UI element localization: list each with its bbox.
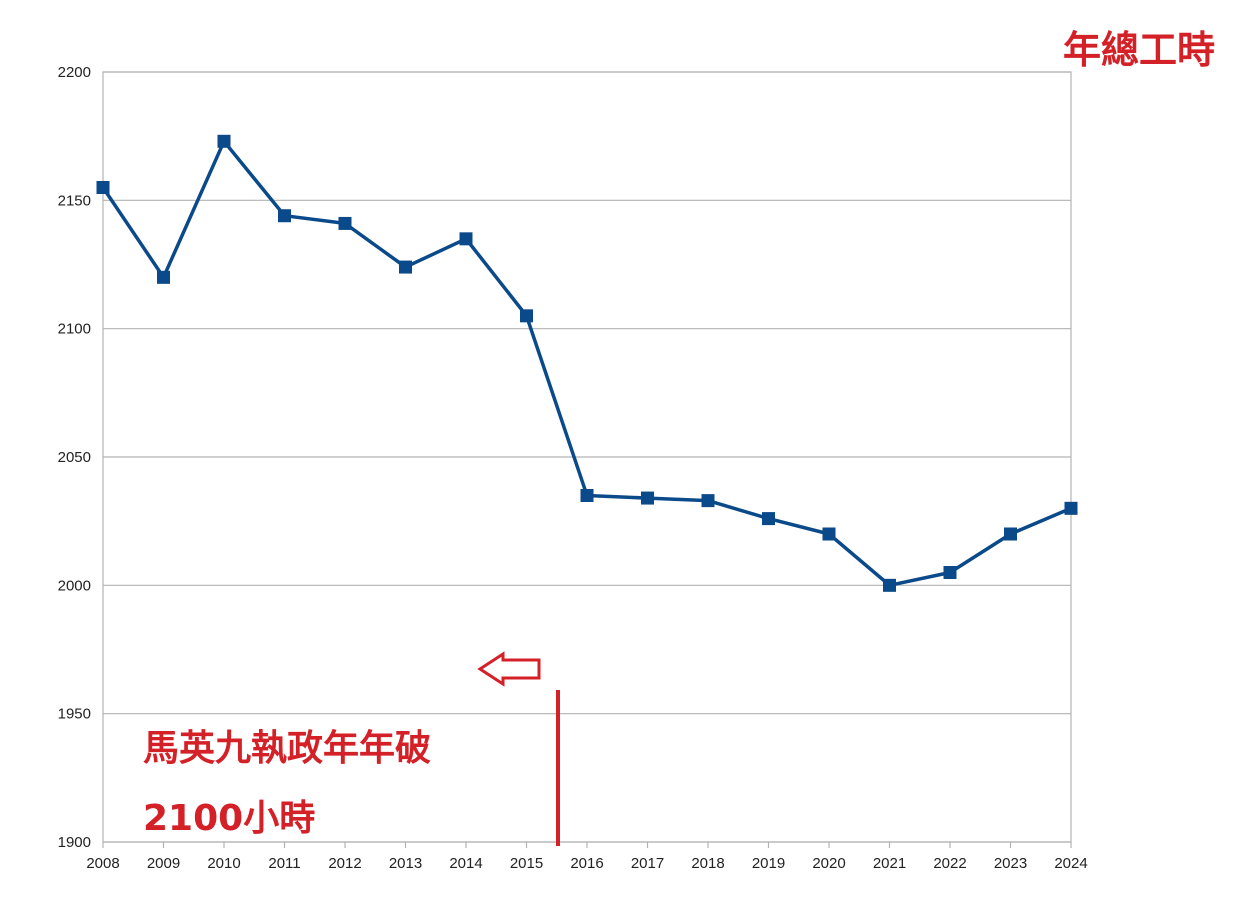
x-tick-label: 2010 (207, 855, 240, 872)
y-axis-tick-labels: 1900 1950 2000 2050 2100 2150 2200 (58, 64, 91, 851)
data-point-2020 (822, 527, 836, 541)
data-point-2015 (520, 309, 533, 323)
x-tick-label: 2008 (86, 855, 119, 872)
series-line (101, 139, 1072, 588)
x-tick-label: 2011 (268, 855, 300, 872)
y-tick-label: 2200 (58, 64, 91, 81)
data-point-2019 (762, 512, 775, 526)
x-tick-label: 2021 (873, 855, 906, 872)
chart-title: 年總工時 (1063, 28, 1215, 72)
data-point-2021 (883, 578, 896, 592)
y-tick-label: 2000 (58, 577, 91, 594)
y-tick-label: 2100 (58, 321, 91, 338)
data-point-2009 (157, 270, 170, 284)
y-tick-label: 2050 (58, 449, 91, 466)
x-tick-label: 2015 (510, 855, 543, 872)
data-point-2018 (701, 494, 715, 508)
y-tick-label: 1950 (58, 706, 91, 723)
x-tick-label: 2018 (691, 855, 724, 872)
data-point-2014 (459, 232, 473, 246)
data-point-2016 (580, 489, 594, 502)
y-tick-label: 1900 (58, 834, 91, 851)
data-point-2024 (1064, 501, 1078, 515)
x-tick-label: 2022 (933, 855, 966, 872)
annotation-line-1: 馬英九執政年年破 (143, 728, 431, 769)
series-markers (96, 134, 1078, 592)
x-axis-tick-labels: 2008 2009 2010 2011 2012 2013 2014 2015 2016 2017… (86, 842, 1088, 872)
x-tick-label: 2017 (631, 855, 664, 872)
data-point-2011 (278, 209, 291, 223)
left-arrow-icon (477, 651, 541, 687)
annotation-line-2: 2100小時 (143, 798, 315, 839)
x-tick-label: 2019 (752, 855, 785, 872)
data-point-2008 (96, 181, 110, 194)
x-tick-label: 2023 (994, 855, 1027, 872)
data-point-2013 (399, 260, 412, 274)
gridlines (103, 71, 1071, 843)
data-point-2023 (1004, 527, 1017, 541)
x-tick-label: 2013 (389, 855, 422, 872)
data-point-2012 (338, 216, 352, 230)
x-tick-label: 2014 (449, 855, 482, 872)
x-tick-label: 2009 (147, 855, 180, 872)
data-point-2010 (217, 134, 231, 148)
x-tick-label: 2024 (1054, 855, 1087, 872)
y-tick-label: 2150 (58, 192, 91, 209)
x-tick-label: 2016 (570, 855, 603, 872)
data-point-2017 (641, 491, 654, 505)
x-tick-label: 2020 (812, 855, 845, 872)
x-tick-label: 2012 (328, 855, 361, 872)
data-point-2022 (943, 566, 957, 579)
